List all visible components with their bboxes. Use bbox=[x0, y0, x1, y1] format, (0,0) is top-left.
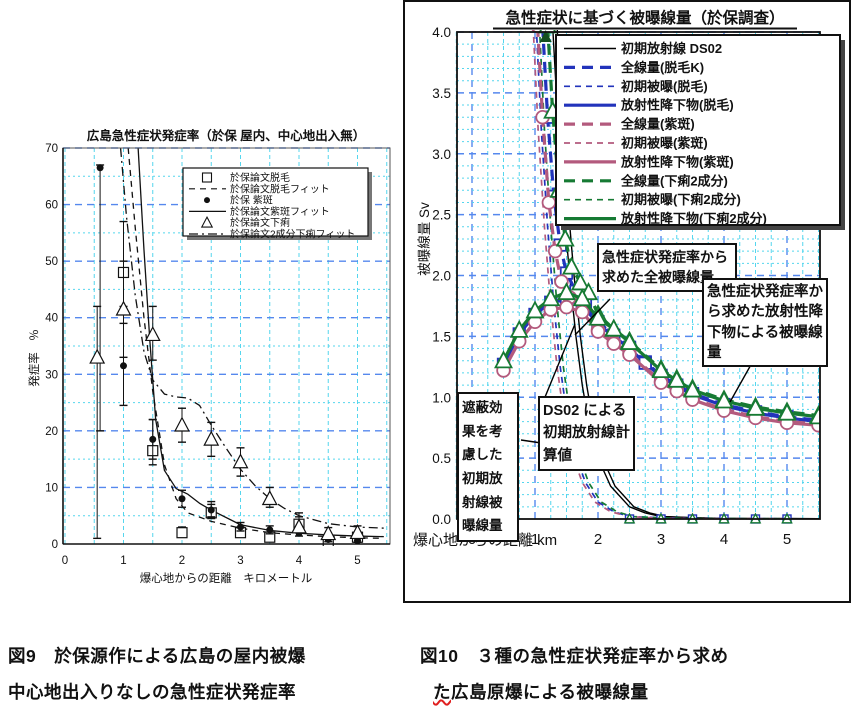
svg-text:於保論文脱毛: 於保論文脱毛 bbox=[230, 171, 290, 184]
svg-text:全線量(脱毛K): 全線量(脱毛K) bbox=[620, 60, 704, 75]
svg-text:放射性降下物(下痢2成分): 放射性降下物(下痢2成分) bbox=[620, 211, 767, 226]
svg-text:初期被曝(脱毛): 初期被曝(脱毛) bbox=[621, 79, 708, 94]
svg-text:0: 0 bbox=[62, 555, 68, 567]
svg-text:50: 50 bbox=[45, 256, 58, 268]
figure9-caption-line1: 図9 於保源作による広島の屋内被爆 bbox=[8, 646, 306, 666]
svg-text:於保 紫斑: 於保 紫斑 bbox=[230, 194, 273, 207]
svg-text:初期被曝(下痢2成分): 初期被曝(下痢2成分) bbox=[621, 192, 741, 207]
series-3 bbox=[137, 147, 384, 538]
svg-text:1: 1 bbox=[120, 555, 126, 567]
figure9-panel: 広島急性症状発症率（於保 屋内、中心地出入無） 0 10 20 30 40 50 60 70 0 1… bbox=[0, 118, 400, 598]
svg-text:0.5: 0.5 bbox=[432, 451, 451, 466]
figure10-title: 急性症状に基づく被曝線量（於保調査） bbox=[505, 8, 784, 27]
svg-text:於保論文紫斑フィット: 於保論文紫斑フィット bbox=[230, 205, 330, 218]
svg-text:4.0: 4.0 bbox=[432, 25, 451, 40]
svg-text:3.0: 3.0 bbox=[432, 147, 451, 162]
svg-text:60: 60 bbox=[45, 200, 58, 212]
svg-text:20: 20 bbox=[45, 426, 58, 438]
annotation-ds02-calc: DS02 による初期放射線計算値 bbox=[538, 396, 635, 472]
svg-text:於保論文下痢: 於保論文下痢 bbox=[230, 216, 290, 229]
figure9-ylabel: 発症率 ％ bbox=[27, 329, 41, 387]
figure10-caption-line2: た広島原爆による被曝線量 bbox=[433, 682, 649, 702]
svg-text:4: 4 bbox=[720, 531, 728, 548]
svg-text:初期被曝(紫斑): 初期被曝(紫斑) bbox=[621, 136, 708, 151]
svg-text:初期放射線 DS02: 初期放射線 DS02 bbox=[621, 41, 722, 56]
svg-text:2: 2 bbox=[179, 555, 185, 567]
svg-text:2: 2 bbox=[594, 531, 602, 548]
svg-text:30: 30 bbox=[45, 369, 58, 381]
annotation-fallout-dose: 急性症状発症率から求めた放射性降下物による被曝線量 bbox=[702, 278, 828, 368]
svg-text:1: 1 bbox=[531, 531, 539, 548]
svg-text:全線量(下痢2成分): 全線量(下痢2成分) bbox=[620, 173, 728, 188]
svg-text:於保論文2成分下痢フィット: 於保論文2成分下痢フィット bbox=[230, 228, 355, 241]
figure10-legend: 初期放射線 DS02 全線量(脱毛K) 初期被曝(脱毛) 放射性降下物(脱毛) 全線量(… bbox=[555, 34, 845, 230]
offscale-arrow-icon bbox=[539, 30, 552, 42]
series-layer bbox=[89, 147, 384, 546]
series-4 bbox=[89, 260, 366, 541]
figure9-caption-line2: 中心地出入りなしの急性症状発症率 bbox=[8, 682, 296, 702]
svg-text:40: 40 bbox=[45, 313, 58, 325]
svg-text:5: 5 bbox=[354, 555, 360, 567]
svg-text:10: 10 bbox=[45, 482, 58, 494]
svg-text:3: 3 bbox=[237, 555, 243, 567]
svg-text:2.0: 2.0 bbox=[432, 269, 451, 284]
annotation-shielded-initial: 遮蔽効果を考慮した初期放射線被曝線量 bbox=[457, 392, 519, 542]
figure10-ylabel: 被曝線量 Sv bbox=[417, 202, 432, 276]
svg-text:70: 70 bbox=[45, 143, 58, 155]
figure10-caption-line1: 図10 ３種の急性症状発症率から求め bbox=[420, 646, 729, 666]
figure10-panel: 急性症状に基づく被曝線量（於保調査） 0.0 0.5 1.0 1.5 2.0 2.5 3.0 3… bbox=[403, 0, 851, 603]
svg-text:0: 0 bbox=[52, 539, 58, 551]
svg-text:放射性降下物(紫斑): 放射性降下物(紫斑) bbox=[620, 154, 734, 169]
spellcheck-underline: た bbox=[433, 682, 451, 702]
svg-text:4: 4 bbox=[296, 555, 303, 567]
figure9-xlabel: 爆心地からの距離 キロメートル bbox=[140, 571, 313, 585]
svg-text:3.5: 3.5 bbox=[432, 86, 451, 101]
svg-text:全線量(紫斑): 全線量(紫斑) bbox=[620, 117, 695, 132]
svg-text:1.0: 1.0 bbox=[432, 390, 451, 405]
svg-text:0.0: 0.0 bbox=[432, 512, 451, 527]
svg-text:於保論文脱毛フィット: 於保論文脱毛フィット bbox=[230, 182, 330, 195]
figure9-title: 広島急性症状発症率（於保 屋内、中心地出入無） bbox=[87, 128, 365, 143]
series-9 bbox=[494, 282, 820, 425]
hiroshima-incidence-chart: 広島急性症状発症率（於保 屋内、中心地出入無） 0 10 20 30 40 50 60 70 0 1… bbox=[27, 128, 391, 585]
svg-text:1.5: 1.5 bbox=[432, 329, 451, 344]
svg-text:5: 5 bbox=[783, 531, 791, 548]
svg-text:3: 3 bbox=[657, 531, 665, 548]
svg-text:放射性降下物(脱毛): 放射性降下物(脱毛) bbox=[620, 98, 734, 113]
svg-text:2.5: 2.5 bbox=[432, 208, 451, 223]
